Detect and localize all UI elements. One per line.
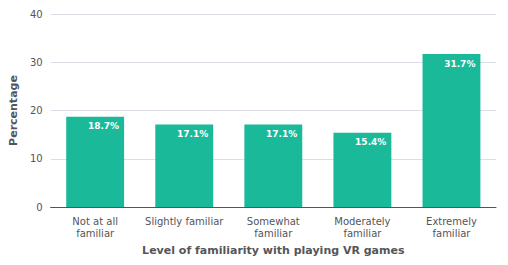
svg-text:familiar: familiar bbox=[343, 228, 382, 239]
svg-text:30: 30 bbox=[30, 57, 43, 68]
svg-text:15.4%: 15.4% bbox=[355, 137, 386, 147]
svg-text:40: 40 bbox=[30, 9, 43, 20]
svg-text:Not at all: Not at all bbox=[72, 216, 118, 227]
svg-text:17.1%: 17.1% bbox=[177, 129, 208, 139]
svg-text:Slightly familiar: Slightly familiar bbox=[145, 216, 224, 227]
svg-text:Somewhat: Somewhat bbox=[247, 216, 300, 227]
svg-text:familiar: familiar bbox=[254, 228, 293, 239]
svg-text:Extremely: Extremely bbox=[426, 216, 477, 227]
svg-text:31.7%: 31.7% bbox=[444, 59, 475, 69]
svg-text:familiar: familiar bbox=[76, 228, 115, 239]
svg-text:Percentage: Percentage bbox=[7, 75, 20, 146]
svg-text:0: 0 bbox=[36, 202, 42, 213]
svg-text:10: 10 bbox=[30, 153, 43, 164]
svg-text:20: 20 bbox=[30, 105, 43, 116]
svg-text:Moderately: Moderately bbox=[334, 216, 390, 227]
svg-text:familiar: familiar bbox=[432, 228, 471, 239]
svg-text:Level of familiarity with play: Level of familiarity with playing VR gam… bbox=[142, 244, 405, 257]
svg-text:17.1%: 17.1% bbox=[266, 129, 297, 139]
svg-text:18.7%: 18.7% bbox=[88, 121, 119, 131]
